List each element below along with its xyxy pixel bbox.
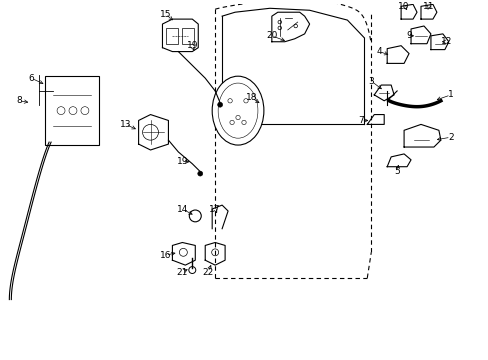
Text: 17: 17: [209, 204, 221, 213]
Circle shape: [197, 171, 203, 176]
Text: 1: 1: [447, 90, 453, 99]
Text: 6: 6: [28, 74, 34, 83]
Circle shape: [217, 102, 222, 107]
Text: 20: 20: [265, 31, 277, 40]
Bar: [182, 28, 194, 44]
Ellipse shape: [212, 76, 264, 145]
Text: 13: 13: [120, 120, 131, 129]
Text: 22: 22: [202, 267, 213, 276]
Text: 5: 5: [393, 167, 399, 176]
Text: 3: 3: [367, 77, 373, 86]
Text: 12: 12: [440, 37, 451, 46]
Text: 18: 18: [245, 93, 257, 102]
Text: 4: 4: [376, 47, 381, 56]
Text: 19: 19: [186, 41, 198, 50]
Text: 16: 16: [160, 251, 171, 260]
Bar: [166, 28, 178, 44]
Text: 14: 14: [176, 204, 188, 213]
Text: 11: 11: [422, 2, 434, 11]
Text: 9: 9: [406, 31, 411, 40]
Text: 8: 8: [17, 96, 22, 105]
FancyBboxPatch shape: [45, 76, 99, 145]
Text: 15: 15: [160, 10, 171, 19]
Text: 10: 10: [398, 2, 409, 11]
Text: 7: 7: [358, 116, 364, 125]
Text: 19: 19: [176, 157, 188, 166]
Text: 21: 21: [176, 267, 188, 276]
Text: 2: 2: [447, 133, 453, 142]
